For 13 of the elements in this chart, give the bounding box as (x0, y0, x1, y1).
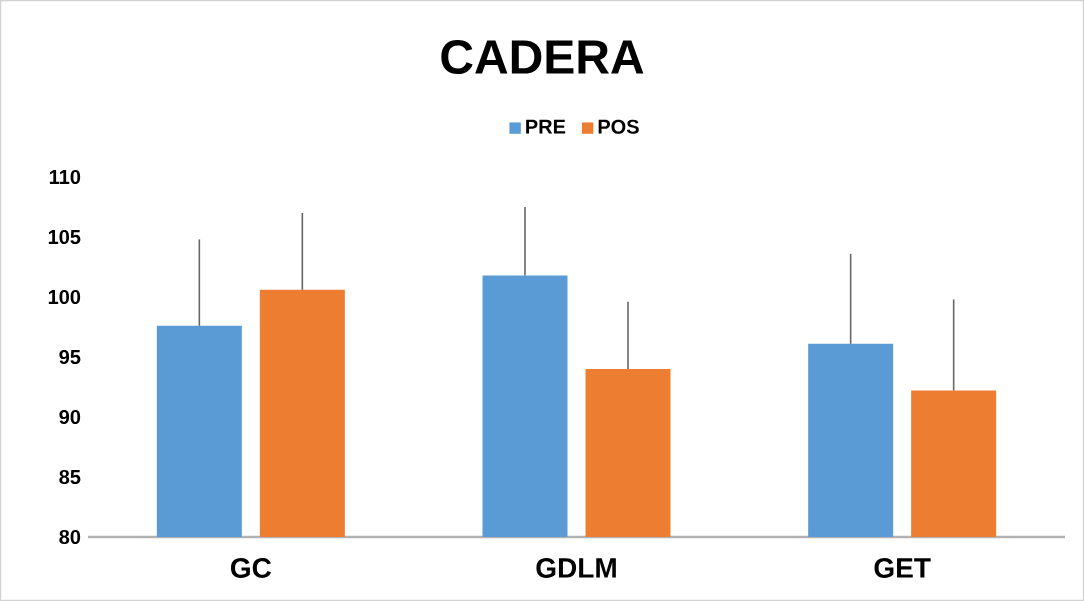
x-tick-label: GET (874, 558, 931, 578)
legend-label: PRE (526, 119, 566, 134)
y-tick-label: 90 (59, 409, 81, 425)
y-tick-label: 80 (59, 529, 81, 545)
y-tick-label: 105 (48, 229, 81, 245)
chart-title: CADERA (441, 40, 644, 74)
y-tick-label: 85 (59, 469, 81, 485)
legend-label: POS (598, 119, 639, 134)
x-tick-label: GDLM (536, 558, 616, 578)
y-tick-label: 95 (59, 349, 81, 365)
y-tick-label: 110 (49, 169, 81, 185)
y-tick-label: 100 (48, 289, 81, 305)
x-tick-label: GC (231, 558, 272, 578)
